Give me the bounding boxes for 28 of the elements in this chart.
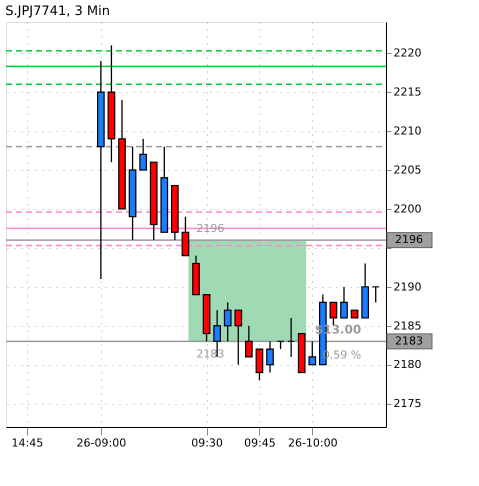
candlestick xyxy=(340,286,348,319)
candlestick xyxy=(139,138,147,171)
x-tick-label: 26-10:00 xyxy=(288,436,338,450)
ref-line-label: 2196 xyxy=(395,233,423,246)
candlestick xyxy=(287,317,295,358)
y-tick-label: 2220 xyxy=(394,46,422,60)
y-tick-label: 2215 xyxy=(394,86,422,99)
ref-line-label: 2183 xyxy=(395,334,423,348)
candlestick xyxy=(245,325,253,358)
y-tick-label: 2180 xyxy=(394,358,422,372)
y-tick-label: 2205 xyxy=(394,163,422,176)
candlestick xyxy=(256,348,264,381)
y-tick-label: 2200 xyxy=(394,202,422,216)
candlestick xyxy=(182,216,190,256)
candlestick xyxy=(224,302,232,342)
y-tick-label: 2210 xyxy=(394,124,422,138)
candlestick xyxy=(308,340,316,366)
y-tick-label: 2190 xyxy=(394,280,422,294)
x-tick-label: 09:45 xyxy=(244,436,276,450)
candlestick xyxy=(234,310,242,366)
y-tick-label: 2185 xyxy=(394,319,422,332)
x-tick-label: 26-09:00 xyxy=(76,436,126,450)
candlestick xyxy=(372,286,380,304)
x-tick-label: 09:30 xyxy=(191,436,223,450)
chart-title: S.JPJ7741, 3 Min xyxy=(5,4,110,19)
candlestick xyxy=(266,340,274,374)
x-tick-label: 14:45 xyxy=(12,436,44,450)
y-tick-label: 2175 xyxy=(394,397,422,410)
